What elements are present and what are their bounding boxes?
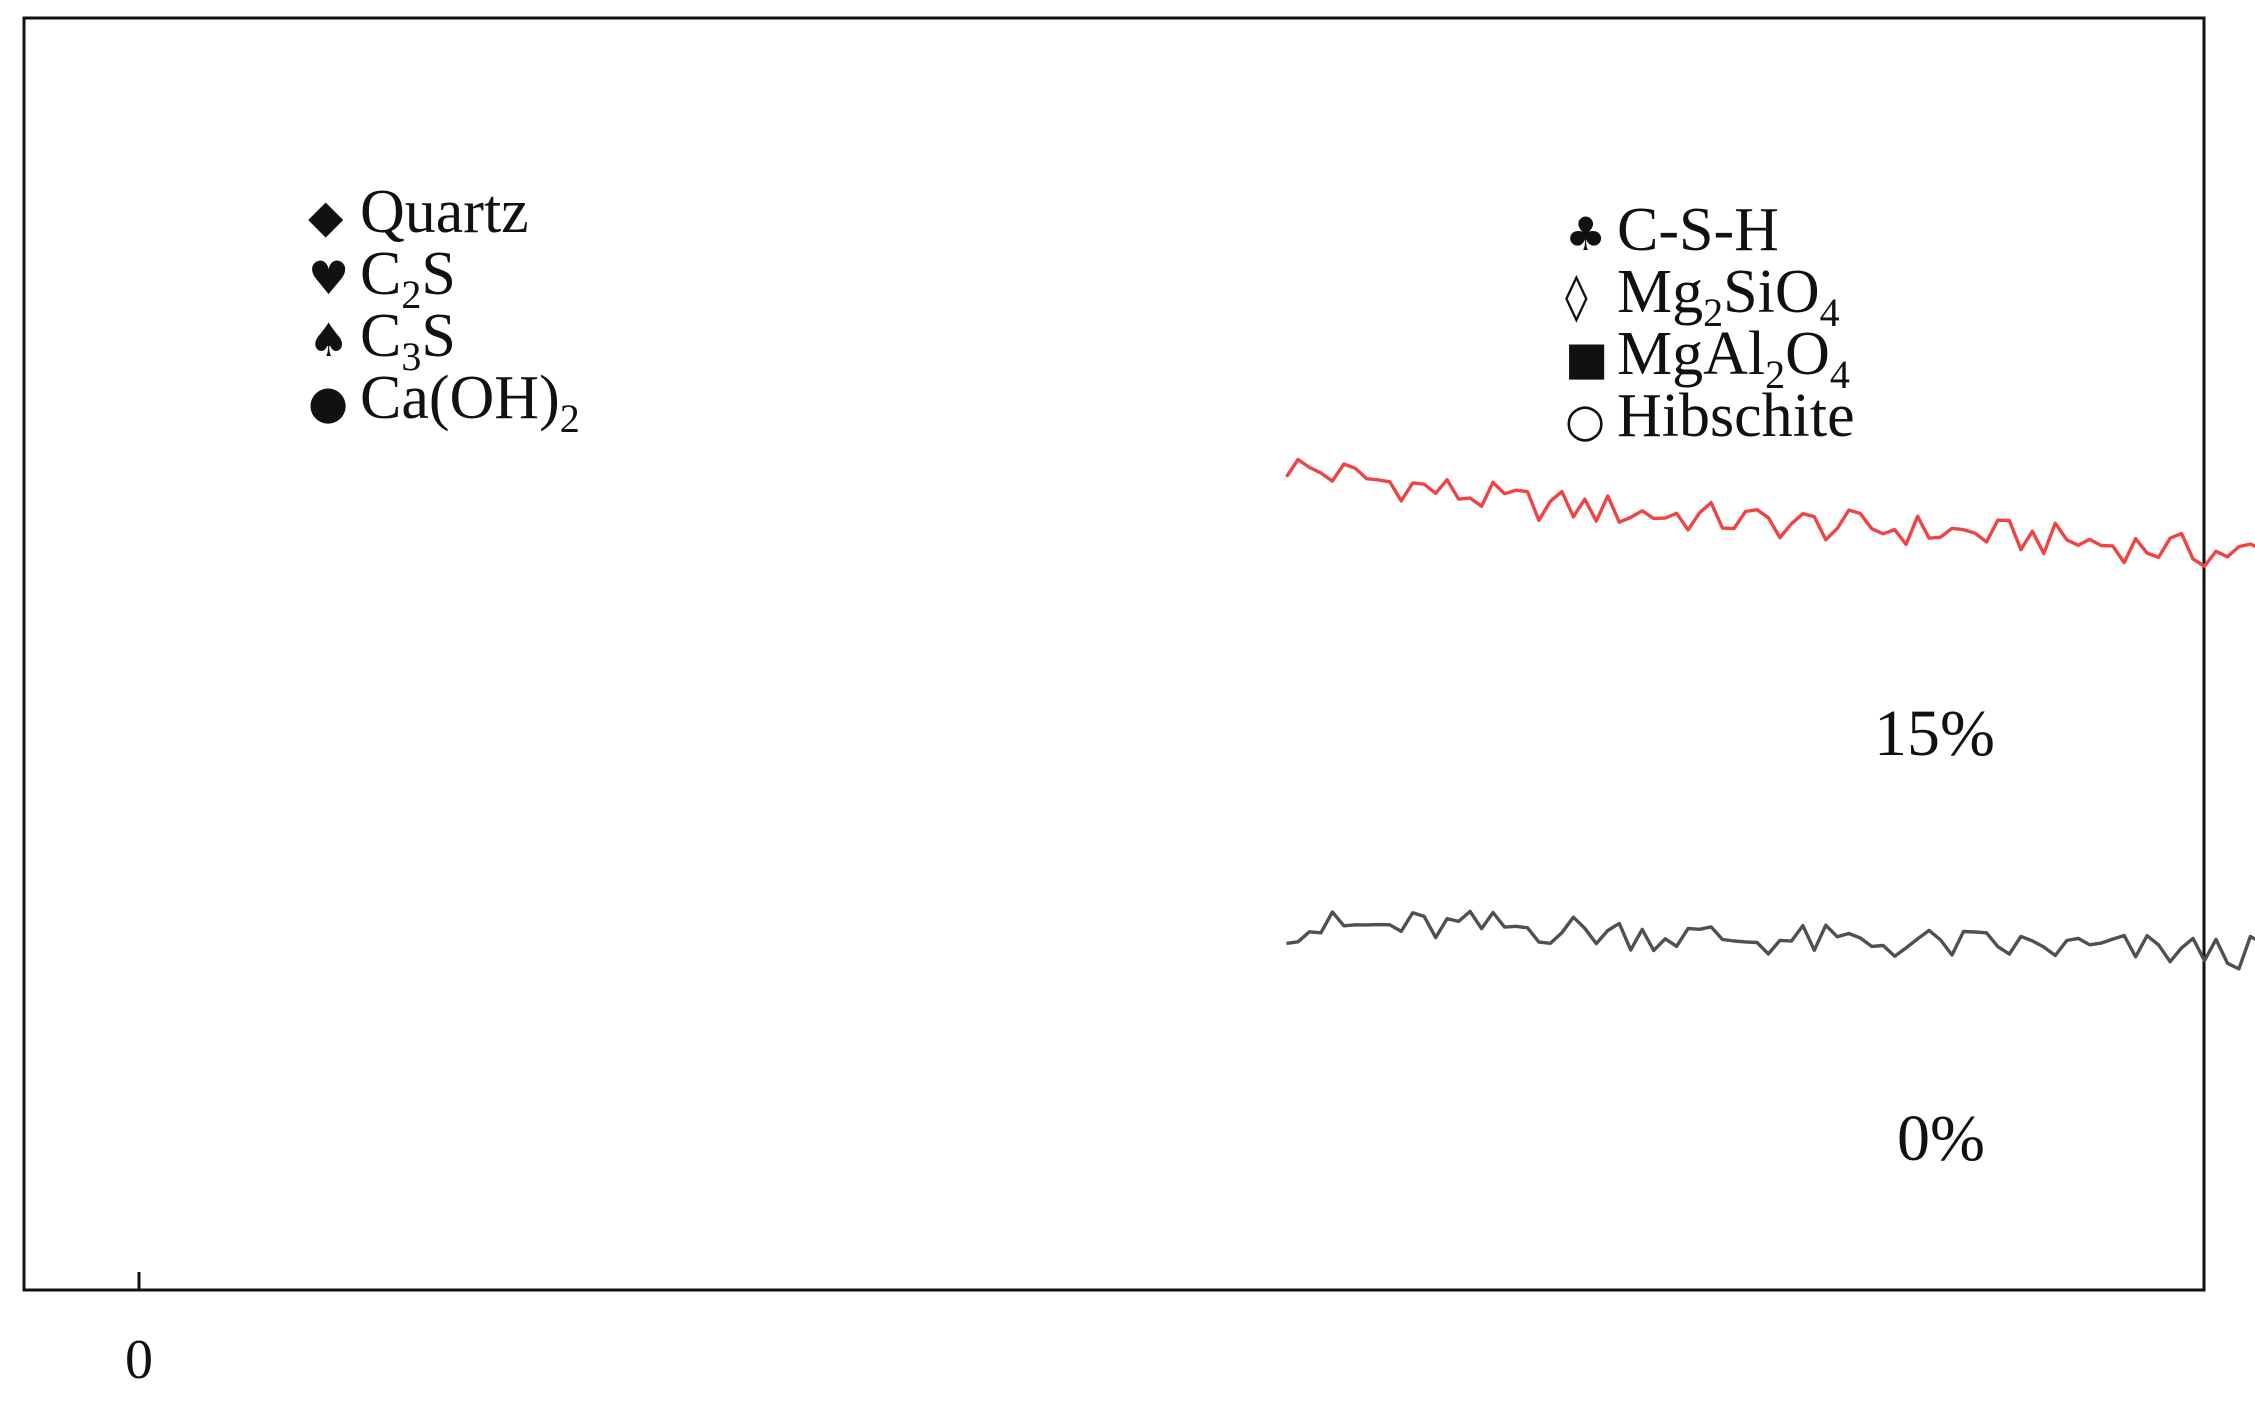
series-line-0pct — [1286, 909, 2255, 971]
legend-symbol: ♥ — [308, 251, 349, 305]
legend-label: C3S — [360, 302, 456, 379]
x-axis: 0102030405060708090 — [125, 1272, 153, 1391]
legend-symbol: ◆ — [308, 189, 344, 243]
legend-label: Quartz — [360, 178, 529, 246]
legend-symbol: ● — [308, 375, 348, 429]
legend-symbol: ♠ — [308, 313, 349, 367]
legend-symbol: ♣ — [1565, 207, 1606, 261]
legend-label: Hibschite — [1617, 382, 1855, 450]
series-label: 0% — [1897, 1102, 1985, 1175]
legend-right: ♣ C-S-H ◊ Mg2SiO4■ MgAl2O4○ Hibschite — [1565, 196, 1855, 450]
plot-frame — [22, 16, 2206, 1292]
legend-label: Ca(OH)2 — [360, 364, 580, 441]
series-label: 15% — [1874, 697, 1995, 770]
x-tick-label: 0 — [125, 1329, 153, 1391]
legend-symbol: ◊ — [1565, 269, 1588, 323]
legend-label: C2S — [360, 240, 456, 317]
series-labels: 15% 0% — [1874, 697, 1995, 1175]
legend-label: MgAl2O4 — [1617, 320, 1850, 397]
legend-label: Mg2SiO4 — [1617, 258, 1840, 335]
legend-symbol: ○ — [1565, 393, 1605, 447]
legend-label: C-S-H — [1617, 196, 1779, 264]
legend-left: ◆ Quartz♥ C2S♠ C3S● Ca(OH)2 — [308, 178, 580, 441]
legend-symbol: ■ — [1565, 331, 1608, 385]
